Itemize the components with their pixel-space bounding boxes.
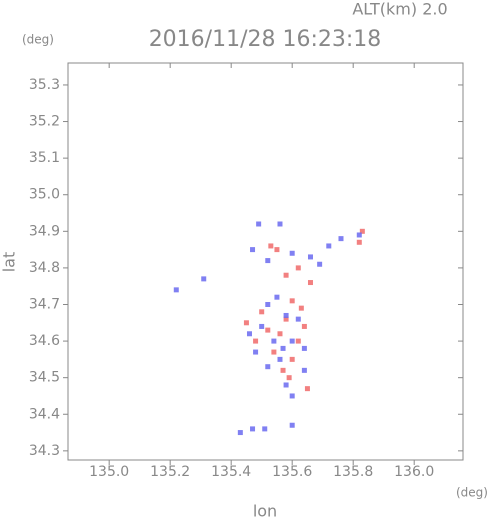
point [283, 312, 289, 318]
point [289, 393, 295, 399]
point [283, 382, 289, 388]
y-tick-label: 35.2 [29, 114, 60, 130]
x-tick-label: 135.6 [272, 464, 312, 480]
plot-frame [67, 62, 464, 461]
point [295, 265, 301, 271]
point [289, 338, 295, 344]
point [256, 221, 262, 227]
point [289, 298, 295, 304]
point [262, 426, 268, 432]
point [277, 356, 283, 362]
x-unit: (deg) [456, 486, 488, 500]
point [271, 349, 277, 355]
point [283, 316, 289, 322]
y-unit: (deg) [22, 33, 54, 47]
x-tick-label: 135.8 [333, 464, 373, 480]
point [326, 243, 332, 249]
header: ALT(km) 2.0 [352, 0, 447, 19]
point [356, 239, 362, 245]
point [201, 276, 207, 282]
point [289, 422, 295, 428]
y-tick-label: 34.3 [29, 443, 60, 459]
point [289, 250, 295, 256]
point [265, 364, 271, 370]
point [307, 280, 313, 286]
y-tick-label: 35.3 [29, 77, 60, 93]
point [295, 338, 301, 344]
y-tick-label: 34.9 [29, 223, 60, 239]
y-tick-label: 34.5 [29, 370, 60, 386]
point [301, 345, 307, 351]
point [265, 258, 271, 264]
point [253, 349, 259, 355]
point [280, 367, 286, 373]
x-tick-label: 136.0 [394, 464, 434, 480]
point [237, 430, 243, 436]
y-tick-label: 34.4 [29, 406, 60, 422]
point [295, 316, 301, 322]
point [253, 338, 259, 344]
point [359, 228, 365, 234]
point [317, 261, 323, 267]
y-tick-label: 35.0 [29, 187, 60, 203]
x-tick-label: 135.2 [150, 464, 190, 480]
point [289, 356, 295, 362]
point [301, 367, 307, 373]
point [243, 320, 249, 326]
point [280, 345, 286, 351]
y-axis-label: lat [0, 252, 19, 273]
point [356, 232, 362, 238]
point [250, 247, 256, 253]
point [246, 331, 252, 337]
point [304, 386, 310, 392]
point [298, 305, 304, 311]
y-tick-label: 34.7 [29, 296, 60, 312]
point [274, 294, 280, 300]
x-tick-label: 135.0 [89, 464, 129, 480]
point [338, 236, 344, 242]
point [286, 375, 292, 381]
point [277, 331, 283, 337]
x-tick-label: 135.4 [211, 464, 251, 480]
x-axis-label: lon [253, 502, 277, 521]
point [268, 243, 274, 249]
point [307, 254, 313, 260]
point [283, 272, 289, 278]
point [265, 301, 271, 307]
point [259, 309, 265, 315]
point [259, 323, 265, 329]
point [301, 323, 307, 329]
y-tick-label: 34.6 [29, 333, 60, 349]
point [274, 247, 280, 253]
point [173, 287, 179, 293]
point [265, 327, 271, 333]
point [250, 426, 256, 432]
point [277, 221, 283, 227]
y-tick-label: 34.8 [29, 260, 60, 276]
chart-title: 2016/11/28 16:23:18 [149, 27, 382, 52]
point [271, 338, 277, 344]
y-tick-label: 35.1 [29, 150, 60, 166]
